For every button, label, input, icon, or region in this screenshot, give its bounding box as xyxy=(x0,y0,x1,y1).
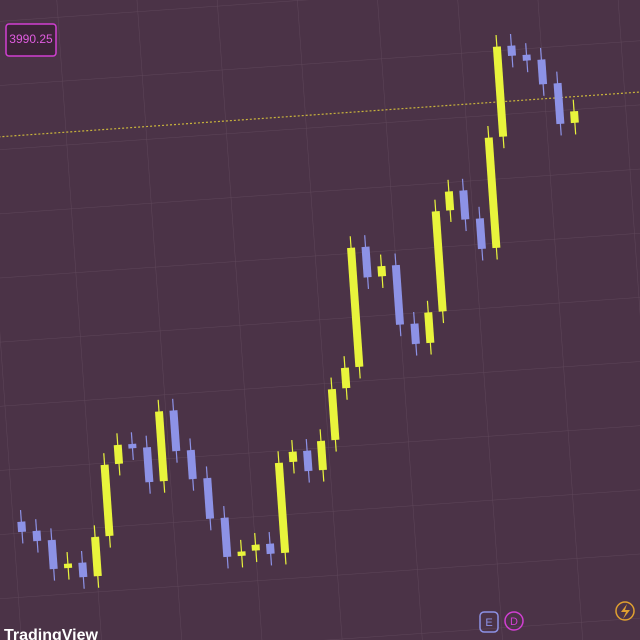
candle-body xyxy=(142,447,154,483)
candle-body xyxy=(17,521,27,533)
candle-body xyxy=(410,323,420,345)
candle-body xyxy=(459,190,470,220)
candle-body xyxy=(220,517,232,558)
candle-body xyxy=(154,411,168,482)
candle-body xyxy=(100,464,114,537)
candle-body xyxy=(203,477,215,519)
candle-body xyxy=(492,46,508,137)
candle-body xyxy=(507,45,517,57)
candle-body xyxy=(537,59,548,85)
candle-body xyxy=(274,462,290,554)
marker: E xyxy=(485,617,492,629)
candle-body xyxy=(251,544,260,551)
marker-badge xyxy=(479,611,499,633)
candle-body xyxy=(553,82,565,125)
alert-icon[interactable] xyxy=(615,601,635,621)
candle-body xyxy=(444,191,455,211)
marker: D xyxy=(510,616,518,628)
candle-body xyxy=(391,264,405,325)
candle-body xyxy=(63,563,73,569)
marker-badge xyxy=(504,611,524,631)
candle-body xyxy=(237,551,246,557)
candle-body xyxy=(424,312,435,344)
candle-body xyxy=(522,54,531,61)
candle-body xyxy=(347,247,364,368)
candle-body xyxy=(47,539,58,570)
candle-body xyxy=(113,444,124,465)
candle-body xyxy=(186,449,197,480)
candle-body xyxy=(288,451,298,463)
price-label-box xyxy=(5,23,57,57)
candle-body xyxy=(91,536,102,577)
candle-body xyxy=(570,110,579,124)
candle-body xyxy=(265,543,275,555)
alert-icon-bolt xyxy=(621,604,630,619)
price-label: 3990.25 xyxy=(9,32,53,46)
candle-body xyxy=(128,443,137,449)
candle-body xyxy=(316,440,327,471)
candle-body xyxy=(484,137,501,249)
candle-body xyxy=(377,265,387,277)
candle-body xyxy=(32,530,42,542)
candle-body xyxy=(431,211,447,312)
candle-body xyxy=(361,246,372,278)
candle-body xyxy=(169,410,181,452)
candle-body xyxy=(475,218,486,250)
watermark: TradingView xyxy=(4,627,99,640)
candle-body xyxy=(327,388,340,441)
candle-body xyxy=(303,450,313,472)
candle-body xyxy=(340,367,351,389)
candle-body xyxy=(78,562,88,578)
